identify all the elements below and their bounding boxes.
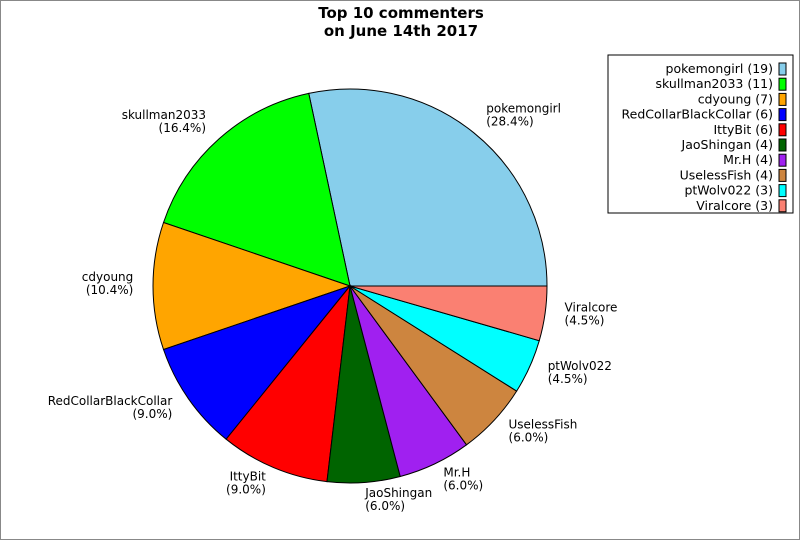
slice-percent-label: (6.0%)	[509, 431, 549, 445]
pie-slice-IttyBit	[225, 284, 351, 483]
legend-entry: IttyBit (6)	[713, 122, 773, 137]
legend-swatch	[778, 199, 787, 213]
slice-percent-label: (10.4%)	[86, 283, 133, 297]
slice-percent-label: (6.0%)	[365, 499, 405, 513]
slice-label: Mr.H	[443, 466, 470, 480]
pie-slice-pokemongirl	[308, 88, 548, 287]
legend-swatch	[778, 153, 787, 167]
pie-slice-cdyoung	[152, 221, 352, 351]
legend-swatch	[778, 123, 787, 137]
legend-entry: UselessFish (4)	[680, 167, 773, 182]
slice-label: ptWolv022	[548, 359, 612, 373]
slice-percent-label: (4.5%)	[548, 372, 588, 386]
slice-label: UselessFish	[509, 418, 578, 432]
legend-swatch	[778, 77, 787, 91]
legend-entry: ptWolv022 (3)	[684, 183, 773, 198]
pie-slice-skullman2033	[162, 92, 351, 287]
legend-entry: cdyoung (7)	[698, 91, 773, 106]
legend-swatch	[778, 168, 787, 182]
legend-entry: Mr.H (4)	[723, 152, 773, 167]
slice-label: cdyoung	[82, 270, 134, 284]
legend-entry: JaoShingan (4)	[681, 137, 773, 152]
slice-percent-label: (28.4%)	[486, 114, 533, 128]
slice-percent-label: (9.0%)	[226, 483, 266, 497]
slice-label: pokemongirl	[486, 101, 561, 115]
slice-label: RedCollarBlackCollar	[48, 394, 173, 408]
chart-title-line-1: Top 10 commenters	[318, 4, 484, 22]
legend-entry: Viralcore (3)	[696, 198, 773, 213]
legend-box	[607, 54, 794, 214]
slice-percent-label: (9.0%)	[132, 407, 172, 421]
legend-entry: pokemongirl (19)	[666, 61, 773, 76]
slice-label: Viralcore	[565, 300, 618, 314]
slice-label: JaoShingan	[364, 486, 432, 500]
legend-swatch	[778, 108, 787, 122]
legend-entry: RedCollarBlackCollar (6)	[622, 107, 774, 122]
pie-slice-RedCollarBlackCollar	[162, 284, 352, 440]
legend-swatch	[778, 92, 787, 106]
legend-swatch	[778, 184, 787, 198]
pie-slice-Viralcore	[349, 285, 548, 342]
chart-title-line-2: on June 14th 2017	[324, 22, 478, 40]
legend-swatch	[778, 138, 787, 152]
slice-percent-label: (4.5%)	[565, 313, 605, 327]
slice-percent-label: (6.0%)	[443, 479, 483, 493]
slice-percent-label: (16.4%)	[159, 121, 206, 135]
slice-label: skullman2033	[122, 108, 206, 122]
legend-swatch	[778, 62, 787, 76]
slice-label: IttyBit	[230, 470, 267, 484]
legend-entry: skullman2033 (11)	[656, 76, 773, 91]
